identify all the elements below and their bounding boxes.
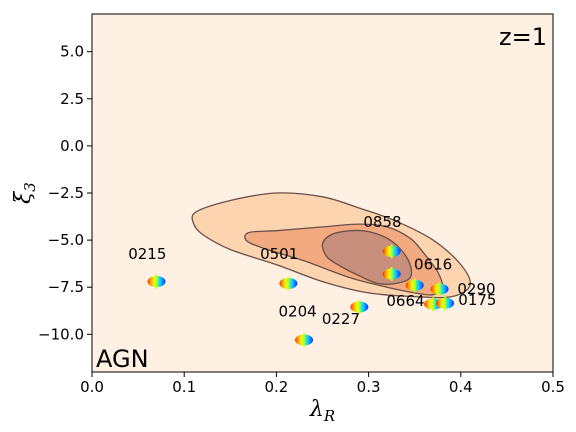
y-tick-label: −10.0 (38, 325, 84, 343)
x-tick-label: 0.5 (541, 378, 565, 396)
x-tick-label: 0.0 (80, 378, 104, 396)
data-point-core (287, 276, 290, 291)
data-point-core (390, 267, 393, 282)
point-label: 0175 (458, 291, 496, 309)
x-tick-label: 0.4 (449, 378, 473, 396)
y-tick-label: 0.0 (60, 137, 84, 155)
point-label: 0858 (363, 213, 401, 231)
x-axis-label: λR (309, 397, 335, 425)
data-point-core (390, 244, 393, 259)
point-label: 0501 (260, 245, 298, 263)
point-label: 0215 (128, 245, 166, 263)
point-label: 0664 (386, 292, 424, 310)
y-tick-label: 2.5 (60, 90, 84, 108)
data-point-core (155, 274, 158, 289)
data-point-core (413, 278, 416, 293)
x-tick-label: 0.1 (172, 378, 196, 396)
data-point-core (358, 299, 361, 314)
y-axis-label: ξ3 (11, 182, 39, 204)
y-tick-label: 5.0 (60, 43, 84, 61)
point-label: 0204 (279, 302, 317, 320)
data-point-core (432, 297, 435, 312)
y-tick-label: −7.5 (48, 278, 84, 296)
data-point-core (438, 282, 441, 297)
plot-area (92, 14, 553, 372)
point-label: 0227 (322, 310, 360, 328)
point-label: 0616 (414, 255, 452, 273)
x-tick-label: 0.2 (264, 378, 288, 396)
y-tick-label: −2.5 (48, 184, 84, 202)
agn-annotation: AGN (96, 345, 149, 373)
x-axis: 0.0 0.1 0.2 0.3 0.4 0.5 (80, 372, 565, 396)
data-point-core (444, 296, 447, 311)
y-axis: 5.0 2.5 0.0 −2.5 −5.0 −7.5 −10.0 (38, 43, 92, 343)
redshift-annotation: z=1 (499, 23, 547, 51)
x-tick-label: 0.3 (357, 378, 381, 396)
point-label: 0290 (457, 280, 495, 298)
data-point-core (303, 332, 306, 347)
y-tick-label: −5.0 (48, 231, 84, 249)
